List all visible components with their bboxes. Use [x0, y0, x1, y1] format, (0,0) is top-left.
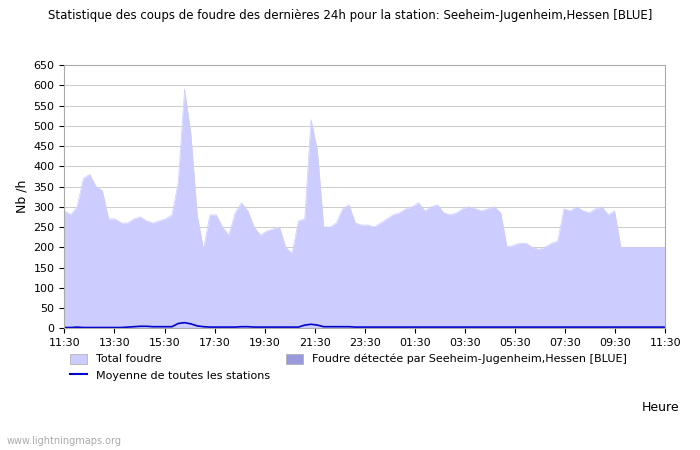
Text: www.lightningmaps.org: www.lightningmaps.org — [7, 436, 122, 446]
Text: Heure: Heure — [641, 401, 679, 414]
Legend: Total foudre, Moyenne de toutes les stations, Foudre détectée par Seeheim-Jugenh: Total foudre, Moyenne de toutes les stat… — [70, 354, 626, 381]
Text: Statistique des coups de foudre des dernières 24h pour la station: Seeheim-Jugen: Statistique des coups de foudre des dern… — [48, 9, 652, 22]
Y-axis label: Nb /h: Nb /h — [15, 180, 28, 213]
